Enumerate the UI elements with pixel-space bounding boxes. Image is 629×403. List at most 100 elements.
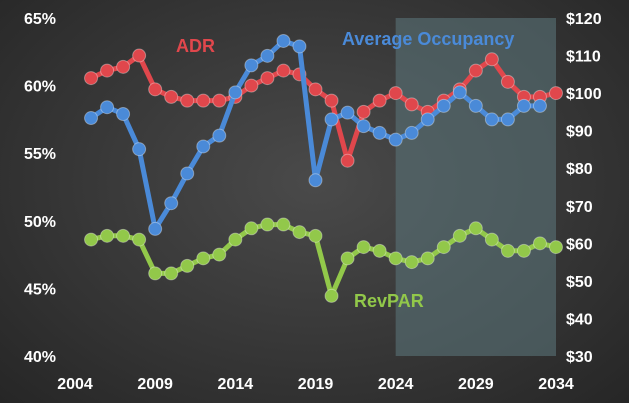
average-occupancy-point — [100, 100, 115, 115]
x-axis-tick: 2034 — [538, 376, 574, 393]
adr-point — [212, 93, 227, 108]
average-occupancy-point — [404, 125, 419, 140]
adr-point — [388, 86, 403, 101]
revpar-point — [484, 232, 499, 247]
adr-point — [500, 74, 515, 89]
revpar-point — [308, 228, 323, 243]
x-axis-tick: 2004 — [57, 376, 93, 393]
average-occupancy-point — [260, 48, 275, 63]
average-occupancy-point — [324, 112, 339, 127]
revpar-point — [116, 228, 131, 243]
revpar-point — [324, 288, 339, 303]
average-occupancy-point — [516, 98, 531, 113]
left-axis-tick: 65% — [24, 11, 56, 28]
adr-point — [356, 104, 371, 119]
adr-point — [148, 82, 163, 97]
revpar-point — [340, 251, 355, 266]
adr-point — [100, 63, 115, 78]
adr-point — [340, 153, 355, 168]
adr-point — [276, 63, 291, 78]
adr-point — [164, 89, 179, 104]
revpar-point — [148, 266, 163, 281]
revpar-point — [196, 251, 211, 266]
adr-point — [84, 71, 99, 86]
revpar-point — [388, 251, 403, 266]
x-axis-tick: 2014 — [218, 376, 254, 393]
revpar-point — [164, 266, 179, 281]
average-occupancy-point — [148, 221, 163, 236]
average-occupancy-point — [132, 142, 147, 157]
adr-point — [404, 97, 419, 112]
adr-point — [196, 93, 211, 108]
adr-point — [308, 82, 323, 97]
average-occupancy-point — [532, 98, 547, 113]
revpar-point — [436, 240, 451, 255]
adr-point — [324, 93, 339, 108]
x-axis-tick: 2009 — [137, 376, 173, 393]
revpar-point — [500, 243, 515, 258]
revpar-label: RevPAR — [354, 291, 424, 311]
x-axis-tick: 2019 — [298, 376, 334, 393]
revpar-point — [180, 258, 195, 273]
average-occupancy-point — [228, 85, 243, 100]
left-axis-tick: 50% — [24, 214, 56, 231]
adr-point — [549, 86, 563, 101]
average-occupancy-point — [468, 98, 483, 113]
right-axis-tick: $90 — [566, 124, 593, 141]
right-axis-tick: $60 — [566, 236, 593, 253]
average-occupancy-point — [340, 105, 355, 120]
revpar-point — [356, 240, 371, 255]
right-axis-tick: $30 — [566, 349, 593, 366]
revpar-point — [260, 217, 275, 232]
adr-point — [116, 59, 131, 74]
average-occupancy-point — [276, 33, 291, 48]
adr-point — [180, 93, 195, 108]
revpar-point — [468, 221, 483, 236]
adr-point — [484, 52, 499, 67]
revpar-point — [100, 228, 115, 243]
revpar-point — [516, 243, 531, 258]
revpar-point — [420, 251, 435, 266]
revpar-point — [276, 217, 291, 232]
adr-point — [244, 78, 259, 93]
average-occupancy-point — [292, 39, 307, 54]
revpar-point — [84, 232, 99, 247]
left-axis-tick: 40% — [24, 349, 56, 366]
right-axis-tick: $50 — [566, 274, 593, 291]
average-occupancy-point — [500, 112, 515, 127]
revpar-point — [549, 240, 563, 255]
average-occupancy-point — [116, 106, 131, 121]
adr-point — [468, 63, 483, 78]
revpar-point — [228, 232, 243, 247]
revpar-point — [132, 232, 147, 247]
average-occupancy-point — [180, 166, 195, 181]
average-occupancy-point — [436, 98, 451, 113]
average-occupancy-point — [212, 128, 227, 143]
revpar-point — [212, 247, 227, 262]
average-occupancy-point — [164, 196, 179, 211]
left-axis-tick: 55% — [24, 146, 56, 163]
adr-point — [260, 71, 275, 86]
left-axis-tick: 45% — [24, 281, 56, 298]
average-occupancy-point — [388, 132, 403, 147]
average-occupancy-label: Average Occupancy — [342, 29, 514, 49]
x-axis-tick: 2029 — [458, 376, 494, 393]
average-occupancy-point — [420, 112, 435, 127]
average-occupancy-point — [196, 139, 211, 154]
right-axis-tick: $40 — [566, 311, 593, 328]
revpar-point — [404, 255, 419, 270]
right-axis-tick: $80 — [566, 161, 593, 178]
revpar-point — [372, 243, 387, 258]
adr-point — [132, 48, 147, 63]
average-occupancy-point — [244, 58, 259, 73]
revpar-point — [532, 236, 547, 251]
average-occupancy-point — [484, 112, 499, 127]
right-axis-tick: $100 — [566, 86, 602, 103]
revpar-point — [452, 228, 467, 243]
adr-point — [372, 93, 387, 108]
left-axis-tick: 60% — [24, 79, 56, 96]
right-axis-tick: $110 — [566, 49, 601, 66]
revpar-point — [244, 221, 259, 236]
